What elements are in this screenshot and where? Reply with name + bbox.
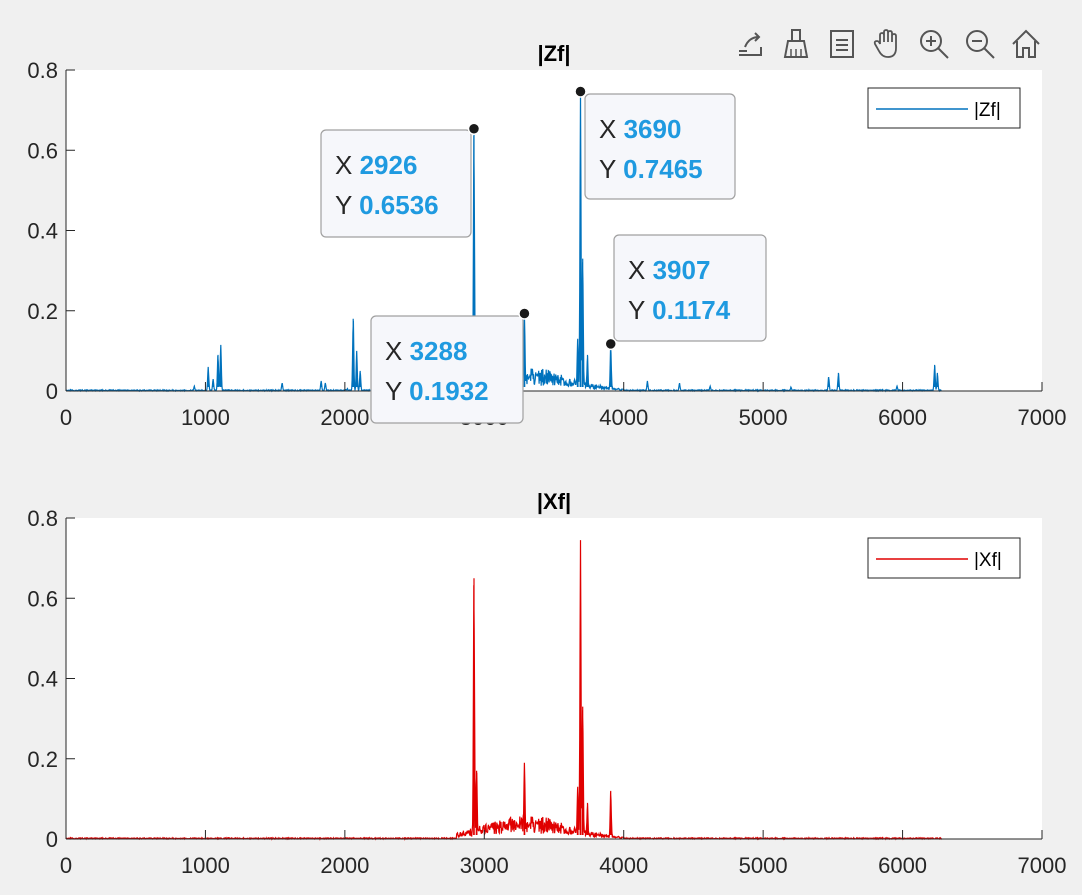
datatip-y-row: Y 0.6536	[335, 190, 439, 220]
datatip-marker	[467, 122, 481, 135]
y-tick-label: 0	[46, 379, 58, 404]
datatip-x-row: X 3288	[385, 336, 467, 366]
datatip-x-value: 3690	[624, 114, 682, 144]
axes-xf[interactable]: |Xf| 0 1000 2000 3000 4000 5000 6000 7000 0 0.2 0.…	[27, 489, 1066, 878]
pan-button[interactable]	[866, 24, 910, 64]
y-tick-label: 0.8	[27, 506, 58, 531]
datatip-y-value: 0.1174	[652, 295, 731, 325]
zoom-out-icon	[966, 30, 995, 59]
x-tick-label: 6000	[878, 405, 927, 430]
datatip-x-label: X	[385, 336, 410, 366]
datatip-x-label: X	[628, 255, 653, 285]
legend-box	[867, 537, 1021, 579]
y-tick-label: 0.6	[27, 586, 58, 611]
datatip-x-row: X 2926	[335, 150, 417, 180]
datatips-button[interactable]	[820, 24, 864, 64]
export-button[interactable]	[728, 24, 772, 64]
x-tick-label: 7000	[1018, 405, 1067, 430]
axis-layer: 0 1000 2000 3000 4000 5000 6000 7000 0 0.2 0.4 0.6 0…	[27, 506, 1066, 878]
datatip-x-value: 2926	[360, 150, 418, 180]
brush-icon	[783, 29, 809, 58]
legend-label: |Xf|	[974, 550, 1002, 571]
x-tick-label: 7000	[1018, 853, 1067, 878]
datatip-box	[584, 93, 736, 200]
x-tick-label: 6000	[878, 853, 927, 878]
home-icon	[1012, 29, 1040, 58]
x-tick-label: 3000	[460, 853, 509, 878]
y-tick-label: 0	[46, 827, 58, 852]
axes-title: |Xf|	[537, 489, 571, 514]
axes-toolbar	[728, 24, 1048, 64]
axis-layer: 0100020003000400050006000700000.20.40.60…	[27, 58, 1066, 430]
x-tick-label: 5000	[739, 853, 788, 878]
zoom-in-icon	[920, 30, 949, 59]
x-tick-label: 1000	[181, 405, 230, 430]
datatip-x-label: X	[599, 114, 624, 144]
brush-button[interactable]	[774, 24, 818, 64]
zoom-out-button[interactable]	[958, 24, 1002, 64]
y-tick-label: 0.6	[27, 138, 58, 163]
datatip-y-value: 0.1932	[409, 376, 489, 406]
pan-icon	[873, 29, 897, 58]
x-tick-label: 0	[60, 853, 72, 878]
datatip-y-row: Y 0.1932	[385, 376, 489, 406]
legend-label: |Zf|	[974, 100, 1001, 121]
y-tick-label: 0.4	[27, 667, 58, 692]
datatip-y-label: Y	[385, 376, 409, 406]
series-layer	[65, 540, 943, 841]
datatip-x-value: 3907	[653, 255, 711, 285]
axes-title: |Zf|	[537, 41, 570, 66]
x-tick-label: 2000	[320, 853, 369, 878]
datatip-y-value: 0.7465	[623, 154, 703, 184]
x-tick-label: 4000	[599, 853, 648, 878]
datatip-y-row: Y 0.1174	[628, 295, 731, 325]
x-tick-label: 2000	[320, 405, 369, 430]
y-tick-label: 0.2	[27, 747, 58, 772]
datatip-marker	[574, 85, 587, 98]
y-tick-label: 0.2	[27, 299, 58, 324]
datatip-y-value: 0.6536	[359, 190, 439, 220]
x-tick-label: 1000	[181, 853, 230, 878]
datatip-x-label: X	[335, 150, 360, 180]
legend[interactable]: |Xf|	[867, 537, 1021, 579]
legend-box	[867, 87, 1021, 129]
datatip-y-label: Y	[628, 295, 652, 325]
datatip-x-value: 3288	[410, 336, 468, 366]
datatip-y-row: Y 0.7465	[599, 154, 703, 184]
datatip-marker	[604, 337, 617, 351]
x-tick-label: 4000	[599, 405, 648, 430]
axes-zf[interactable]: |Zf| 0100020003000400050006000700000.20.…	[27, 41, 1066, 430]
series-line	[65, 540, 943, 841]
export-icon	[739, 32, 762, 56]
datatip-x-row: X 3907	[628, 255, 710, 285]
zoom-in-button[interactable]	[912, 24, 956, 64]
datatip-box	[370, 315, 524, 424]
y-tick-label: 0.4	[27, 219, 58, 244]
datatip-y-label: Y	[599, 154, 623, 184]
x-tick-label: 5000	[739, 405, 788, 430]
x-tick-label: 0	[60, 405, 72, 430]
datatip-box	[613, 234, 767, 342]
y-tick-label: 0.8	[27, 58, 58, 83]
home-button[interactable]	[1004, 24, 1048, 64]
datatip-x-row: X 3690	[599, 114, 681, 144]
datatip-box	[320, 129, 472, 238]
datatips-icon	[830, 30, 854, 58]
datatip-marker	[518, 307, 531, 320]
legend[interactable]: |Zf|	[867, 87, 1021, 129]
datatip-y-label: Y	[335, 190, 359, 220]
